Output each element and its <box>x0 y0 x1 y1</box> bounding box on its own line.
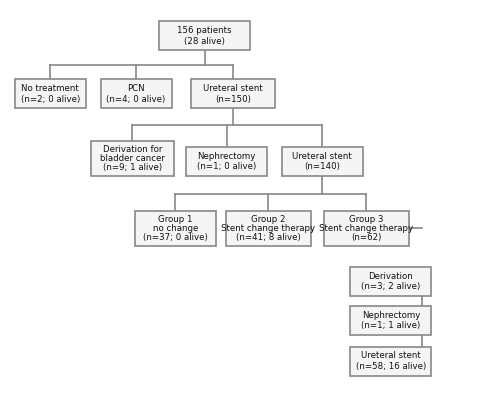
Text: 156 patients: 156 patients <box>178 26 232 35</box>
Text: (n=1; 1 alive): (n=1; 1 alive) <box>361 321 420 330</box>
Text: bladder cancer: bladder cancer <box>100 154 165 163</box>
Text: Nephrectomy: Nephrectomy <box>198 152 256 161</box>
Text: (n=140): (n=140) <box>304 162 340 171</box>
Text: Stent change therapy: Stent change therapy <box>320 224 414 233</box>
FancyBboxPatch shape <box>186 147 267 176</box>
Text: Stent change therapy: Stent change therapy <box>222 224 316 233</box>
FancyBboxPatch shape <box>350 346 432 376</box>
Text: (n=62): (n=62) <box>351 233 382 242</box>
Text: Derivation: Derivation <box>368 272 413 281</box>
Text: Ureteral stent: Ureteral stent <box>361 352 421 360</box>
Text: PCN: PCN <box>128 84 145 93</box>
Text: Ureteral stent: Ureteral stent <box>203 84 262 93</box>
Text: (n=4; 0 alive): (n=4; 0 alive) <box>106 95 166 103</box>
Text: (n=150): (n=150) <box>215 95 251 103</box>
Text: (n=58; 16 alive): (n=58; 16 alive) <box>356 362 426 371</box>
Text: (n=9; 1 alive): (n=9; 1 alive) <box>103 164 162 173</box>
FancyBboxPatch shape <box>282 147 362 176</box>
Text: Nephrectomy: Nephrectomy <box>362 311 420 320</box>
Text: (n=3; 2 alive): (n=3; 2 alive) <box>361 282 420 292</box>
Text: no change: no change <box>152 224 198 233</box>
Text: (n=2; 0 alive): (n=2; 0 alive) <box>20 95 80 103</box>
FancyBboxPatch shape <box>100 79 172 109</box>
Text: Ureteral stent: Ureteral stent <box>292 152 352 161</box>
Text: Group 1: Group 1 <box>158 215 192 224</box>
Text: Group 2: Group 2 <box>251 215 286 224</box>
FancyBboxPatch shape <box>15 79 86 109</box>
Text: (n=1; 0 alive): (n=1; 0 alive) <box>197 162 256 171</box>
Text: Group 3: Group 3 <box>349 215 384 224</box>
Text: Derivation for: Derivation for <box>102 145 162 154</box>
FancyBboxPatch shape <box>350 306 432 335</box>
FancyBboxPatch shape <box>160 21 250 51</box>
Text: (n=41; 8 alive): (n=41; 8 alive) <box>236 233 301 242</box>
FancyBboxPatch shape <box>350 267 432 296</box>
FancyBboxPatch shape <box>135 211 216 246</box>
Text: (28 alive): (28 alive) <box>184 37 225 45</box>
FancyBboxPatch shape <box>191 79 274 109</box>
FancyBboxPatch shape <box>324 211 409 246</box>
Text: No treatment: No treatment <box>22 84 79 93</box>
FancyBboxPatch shape <box>91 141 174 176</box>
Text: (n=37; 0 alive): (n=37; 0 alive) <box>143 233 208 242</box>
FancyBboxPatch shape <box>226 211 311 246</box>
